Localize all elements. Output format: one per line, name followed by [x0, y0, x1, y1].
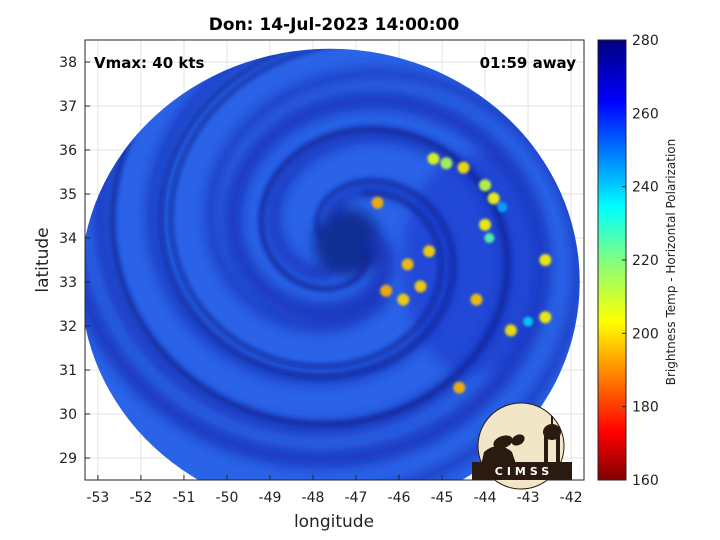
- x-axis-label: longitude: [294, 512, 374, 532]
- colorbar-gradient: [597, 39, 627, 481]
- y-tick-label: 38: [59, 55, 77, 71]
- plot-area: -53 -52 -51 -50 -49 -48 -47 -46 -45 -44 -43 -42 29 3…: [59, 39, 585, 506]
- colorbar: 160 180 200 220 240 260 280 Brightness Temp - …: [597, 33, 678, 489]
- y-tick-label: 36: [59, 143, 77, 159]
- logo-text: CIMSS: [495, 465, 553, 478]
- convective-cell: [470, 293, 483, 306]
- convective-cell: [539, 254, 552, 266]
- rainband: [146, 48, 580, 386]
- rainband-detail-line: [158, 48, 580, 379]
- x-tick-label: -45: [431, 490, 454, 506]
- convective-region: [402, 154, 543, 375]
- convective-cell: [504, 324, 517, 337]
- x-tick-label: -42: [560, 490, 583, 506]
- x-tick-label: -47: [345, 490, 368, 506]
- y-axis-ticks: 29 30 31 32 33 34 35 36 37 38: [59, 55, 90, 467]
- y-tick-label: 34: [59, 231, 77, 247]
- convective-cell: [457, 161, 470, 174]
- chart-title: Don: 14-Jul-2023 14:00:00: [209, 15, 460, 35]
- convective-cell: [371, 196, 384, 209]
- x-tick-label: -52: [129, 490, 152, 506]
- x-tick-label: -51: [173, 490, 196, 506]
- colorbar-label: Brightness Temp - Horizontal Polarizatio…: [664, 139, 678, 386]
- y-tick-label: 33: [59, 275, 77, 291]
- y-tick-label: 37: [59, 99, 77, 115]
- colorbar-tick-label: 200: [632, 326, 659, 342]
- convective-cell: [440, 157, 453, 170]
- x-tick-label: -48: [302, 490, 325, 506]
- colorbar-tick-label: 280: [632, 33, 659, 49]
- convective-cell: [414, 280, 427, 293]
- convective-cell: [484, 233, 495, 243]
- x-axis-ticks: -53 -52 -51 -50 -49 -48 -47 -46 -45 -44 -43 -42: [86, 475, 583, 506]
- cimss-logo: CIMSS: [472, 402, 572, 490]
- x-tick-label: -44: [474, 490, 497, 506]
- convective-cell: [397, 293, 410, 306]
- convective-cell: [539, 311, 552, 324]
- x-tick-label: -43: [517, 490, 540, 506]
- convective-cell: [487, 192, 500, 205]
- x-tick-label: -49: [259, 490, 282, 506]
- rainband: [85, 75, 552, 469]
- vmax-annotation: Vmax: 40 kts: [94, 54, 204, 72]
- colorbar-tick-label: 180: [632, 400, 659, 416]
- convective-cell: [453, 381, 466, 394]
- rainband-detail-line: [168, 48, 580, 369]
- convective-cell: [479, 179, 492, 192]
- y-tick-label: 29: [59, 451, 77, 467]
- convective-cells: [371, 152, 552, 394]
- plot-frame: [84, 39, 585, 481]
- convective-cell: [427, 152, 440, 165]
- x-tick-label: -50: [216, 490, 239, 506]
- time-annotation: 01:59 away: [480, 54, 577, 72]
- x-tick-label: -46: [388, 490, 411, 506]
- y-tick-label: 30: [59, 407, 77, 423]
- microwave-swath: [85, 48, 580, 480]
- colorbar-tick-label: 260: [632, 106, 659, 122]
- colorbar-ticks: 160 180 200 220 240 260 280: [622, 33, 659, 489]
- convective-cell: [523, 316, 534, 327]
- colorbar-tick-label: 160: [632, 473, 659, 489]
- colorbar-tick-label: 220: [632, 253, 659, 269]
- y-tick-label: 35: [59, 187, 77, 203]
- convective-cell: [401, 258, 414, 271]
- y-tick-label: 32: [59, 319, 77, 335]
- colorbar-tick-label: 240: [632, 180, 659, 196]
- convective-cell: [423, 245, 436, 258]
- rainband: [205, 68, 580, 480]
- convective-cell: [479, 218, 492, 231]
- y-axis-label: latitude: [33, 227, 53, 292]
- convective-cell: [497, 202, 508, 213]
- x-tick-label: -53: [86, 490, 109, 506]
- y-tick-label: 31: [59, 363, 77, 379]
- convective-cell: [380, 284, 393, 297]
